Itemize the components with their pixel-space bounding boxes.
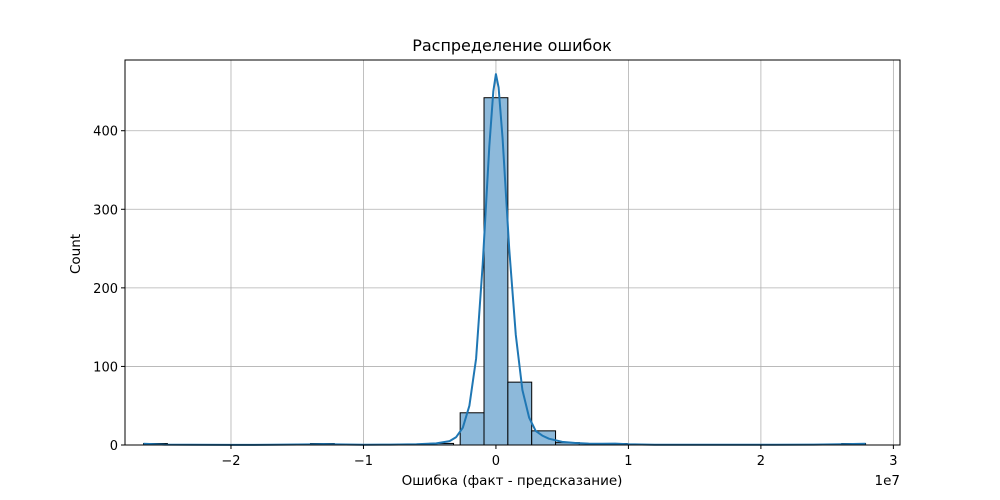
y-tick-label: 300 — [93, 203, 118, 218]
x-axis-label: Ошибка (факт - предсказание) — [402, 473, 623, 489]
x-tick-label: 0 — [492, 454, 500, 469]
histogram-bar — [483, 97, 509, 446]
x-axis-offset-label: 1e7 — [875, 473, 900, 489]
axes-frame — [124, 59, 901, 446]
y-tick-label: 200 — [93, 282, 118, 297]
y-axis-label: Count — [68, 234, 84, 274]
y-axis-ticks: 0 100 200 300 400 — [93, 125, 125, 454]
histogram-bar — [459, 412, 485, 446]
x-tick-label: 3 — [889, 454, 897, 469]
histogram-bar — [531, 430, 557, 446]
kde-curve-group — [143, 73, 866, 446]
histogram-bars — [143, 97, 867, 446]
y-tick-label: 400 — [93, 125, 118, 140]
y-tick-label: 100 — [93, 360, 118, 375]
x-tick-label: −2 — [221, 454, 240, 469]
x-axis-ticks: −2 −1 0 1 2 3 — [221, 445, 898, 469]
x-tick-label: −1 — [354, 454, 373, 469]
y-tick-label: 0 — [110, 439, 118, 454]
chart-title: Распределение ошибок — [412, 36, 612, 55]
kde-line — [143, 73, 866, 446]
x-tick-label: 1 — [624, 454, 632, 469]
x-tick-label: 2 — [757, 454, 765, 469]
